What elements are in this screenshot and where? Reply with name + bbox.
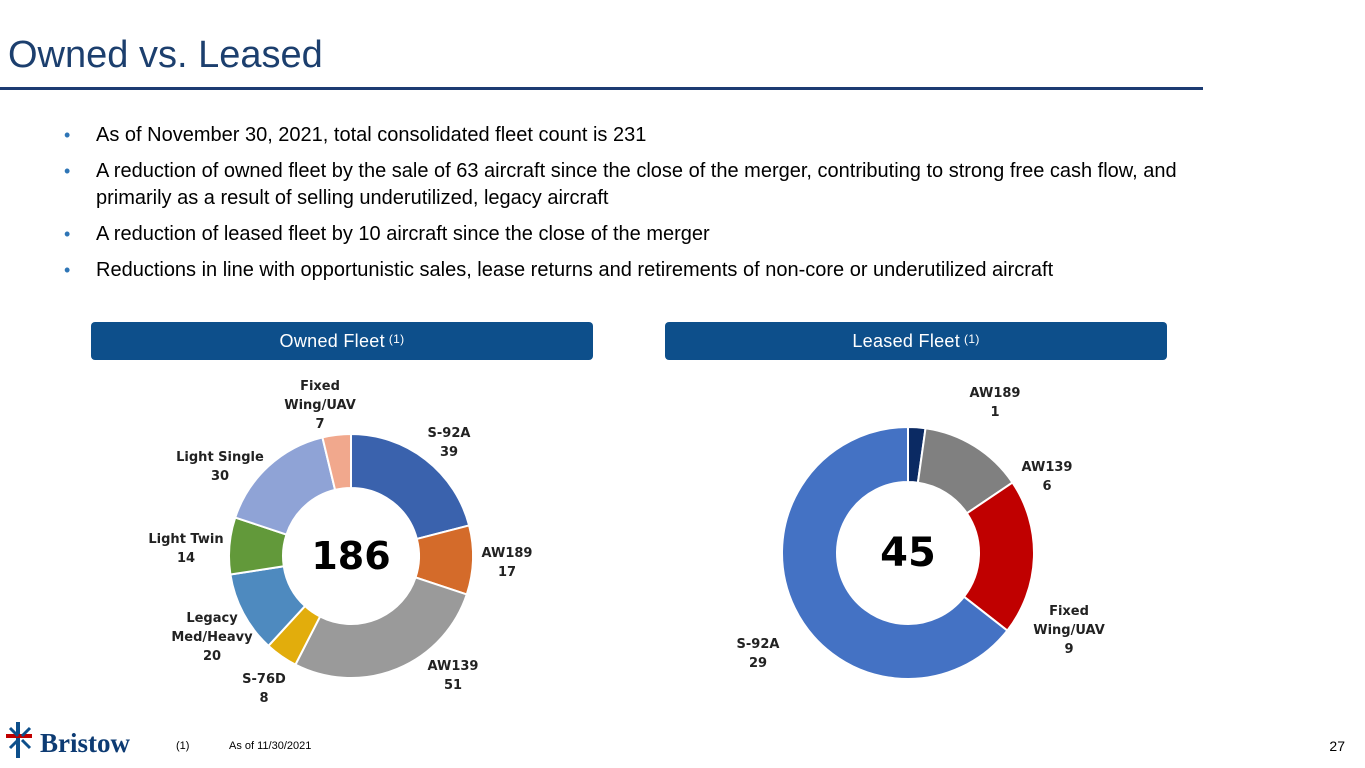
owned-fleet-donut-chart: S-92A 39 AW189 17 AW139 51 S-76D 8 Legacy Med/Hea… bbox=[148, 379, 533, 706]
donut-center-total: 45 bbox=[880, 530, 936, 576]
slice-label-s-92a: S-92A 29 bbox=[737, 637, 780, 671]
bullet-item: • As of November 30, 2021, total consolid… bbox=[62, 122, 1202, 149]
bullet-item: • Reductions in line with opportunistic s… bbox=[62, 257, 1202, 284]
bullet-item: • A reduction of leased fleet by 10 aircr… bbox=[62, 221, 1202, 248]
owned-fleet-header: Owned Fleet (1) bbox=[91, 322, 593, 360]
bullet-dot-icon: • bbox=[64, 224, 71, 244]
slice-aw139 bbox=[294, 576, 469, 679]
slice-label-fixed-wing-uav: Fixed Wing/UAV 9 bbox=[1033, 604, 1105, 657]
bullet-text: A reduction of owned fleet by the sale o… bbox=[96, 160, 1177, 209]
leased-fleet-footnote-ref: (1) bbox=[964, 332, 980, 346]
slice-label-light-single: Light Single 30 bbox=[176, 450, 264, 484]
bullet-text: As of November 30, 2021, total consolida… bbox=[96, 124, 647, 146]
slice-label-aw189: AW189 1 bbox=[970, 386, 1021, 420]
slice-label-aw139: AW139 6 bbox=[1022, 460, 1073, 494]
slice-label-fixed-wing-uav: Fixed Wing/UAV 7 bbox=[284, 379, 356, 432]
title-divider bbox=[0, 87, 1203, 90]
bullet-dot-icon: • bbox=[64, 161, 71, 181]
bullet-text: A reduction of leased fleet by 10 aircra… bbox=[96, 223, 710, 245]
bristow-logo-text: Bristow bbox=[40, 728, 130, 758]
bullet-item: • A reduction of owned fleet by the sale … bbox=[62, 158, 1202, 212]
bristow-logo-mark bbox=[6, 722, 32, 758]
bullet-dot-icon: • bbox=[64, 260, 71, 280]
owned-fleet-header-label: Owned Fleet bbox=[279, 330, 385, 351]
bristow-logo: Bristow bbox=[6, 722, 130, 758]
leased-fleet-header: Leased Fleet (1) bbox=[665, 322, 1167, 360]
bullet-list: • As of November 30, 2021, total consolid… bbox=[62, 122, 1202, 293]
slice-label-s-92a: S-92A 39 bbox=[428, 426, 471, 460]
page-number: 27 bbox=[1329, 738, 1345, 754]
bullet-text: Reductions in line with opportunistic sa… bbox=[96, 259, 1054, 281]
bullet-dot-icon: • bbox=[64, 125, 71, 145]
slide-title: Owned vs. Leased bbox=[8, 34, 323, 76]
slice-fixed-wing-uav bbox=[321, 432, 352, 492]
leased-fleet-header-label: Leased Fleet bbox=[852, 330, 961, 351]
footnote-marker: (1) bbox=[176, 740, 190, 752]
leased-fleet-donut-chart: AW189 1 AW139 6 Fixed Wing/UAV 9 S-92A 29 45 bbox=[737, 386, 1105, 680]
donut-center-total: 186 bbox=[311, 534, 390, 578]
slice-label-legacy-med-heavy: Legacy Med/Heavy 20 bbox=[171, 611, 253, 664]
slice-label-light-twin: Light Twin 14 bbox=[148, 532, 223, 566]
slice-label-s-76d: S-76D 8 bbox=[242, 672, 286, 706]
slice-s-92a bbox=[781, 425, 1009, 680]
slice-label-aw189: AW189 17 bbox=[482, 546, 533, 580]
owned-fleet-footnote-ref: (1) bbox=[388, 332, 405, 346]
slice-label-aw139: AW139 51 bbox=[428, 659, 479, 693]
footnote-text: As of 11/30/2021 bbox=[229, 740, 312, 752]
